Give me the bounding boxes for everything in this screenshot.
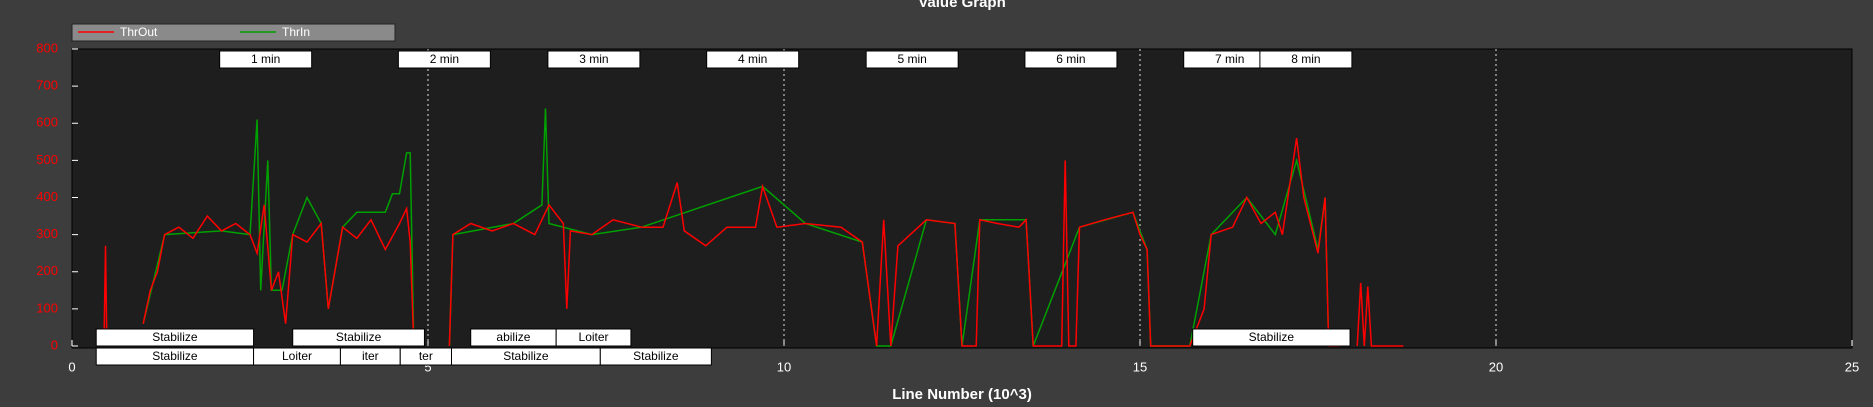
time-marker-box — [1024, 50, 1118, 69]
y-tick-label: 800 — [36, 40, 58, 55]
mode-box — [599, 347, 712, 366]
mode-text: Stabilize — [152, 330, 198, 344]
mode-label: Stabilize — [95, 347, 255, 366]
time-marker-box — [547, 50, 641, 69]
mode-label: Loiter — [253, 347, 341, 366]
time-marker: 5 min — [865, 50, 959, 69]
x-tick-label: 10 — [777, 359, 791, 374]
legend-label: ThrOut — [120, 25, 158, 39]
legend — [71, 23, 396, 42]
time-marker-label: 7 min — [1215, 52, 1244, 66]
x-tick-label: 15 — [1133, 359, 1147, 374]
legend-label: ThrIn — [282, 25, 310, 39]
mode-text: Stabilize — [336, 330, 382, 344]
mode-text: Stabilize — [503, 349, 549, 363]
mode-text: ter — [419, 349, 433, 363]
time-marker-box — [219, 50, 313, 69]
y-tick-label: 300 — [36, 226, 58, 241]
time-marker: 4 min — [706, 50, 800, 69]
time-marker: 3 min — [547, 50, 641, 69]
time-marker: 8 min — [1259, 50, 1353, 69]
mode-box — [555, 328, 632, 347]
y-tick-label: 100 — [36, 300, 58, 315]
mode-text: abilize — [496, 330, 530, 344]
plot-area — [71, 48, 1853, 349]
mode-label: Stabilize — [292, 328, 425, 347]
time-marker-box — [706, 50, 800, 69]
mode-label: Stabilize — [599, 347, 712, 366]
mode-box — [1192, 328, 1351, 347]
time-marker: 2 min — [397, 50, 491, 69]
time-marker-label: 1 min — [251, 52, 280, 66]
y-tick-label: 700 — [36, 78, 58, 93]
y-tick-label: 600 — [36, 115, 58, 130]
mode-label: abilize — [470, 328, 557, 347]
y-tick-label: 200 — [36, 263, 58, 278]
x-tick-label: 0 — [68, 359, 75, 374]
x-tick-label: 5 — [424, 359, 431, 374]
mode-label: Loiter — [555, 328, 632, 347]
time-marker: 6 min — [1024, 50, 1118, 69]
time-marker-label: 3 min — [579, 52, 608, 66]
series-line — [103, 137, 1404, 347]
mode-text: Loiter — [579, 330, 609, 344]
mode-label: Stabilize — [450, 347, 601, 366]
mode-box — [292, 328, 425, 347]
time-marker-label: 4 min — [738, 52, 767, 66]
time-marker-label: 5 min — [897, 52, 926, 66]
mode-text: Stabilize — [152, 349, 198, 363]
time-marker-label: 6 min — [1056, 52, 1085, 66]
x-tick-label: 20 — [1489, 359, 1503, 374]
time-marker-box — [865, 50, 959, 69]
mode-label: Stabilize — [1192, 328, 1351, 347]
x-tick-label: 25 — [1845, 359, 1859, 374]
mode-label: Stabilize — [95, 328, 255, 347]
mode-label: ter — [399, 347, 452, 366]
chart-title: Value Graph — [918, 0, 1006, 11]
mode-text: Stabilize — [633, 349, 679, 363]
y-tick-label: 0 — [51, 337, 58, 352]
time-marker-label: 2 min — [430, 52, 459, 66]
mode-text: Stabilize — [1249, 330, 1295, 344]
time-marker-box — [397, 50, 491, 69]
y-tick-label: 500 — [36, 152, 58, 167]
time-marker-label: 8 min — [1291, 52, 1320, 66]
mode-text: iter — [362, 349, 379, 363]
mode-text: Loiter — [282, 349, 312, 363]
y-tick-label: 400 — [36, 189, 58, 204]
mode-label: iter — [339, 347, 401, 366]
mode-box — [95, 328, 255, 347]
time-marker-box — [1259, 50, 1353, 69]
x-axis-title: Line Number (10^3) — [892, 386, 1032, 403]
time-marker: 1 min — [219, 50, 313, 69]
